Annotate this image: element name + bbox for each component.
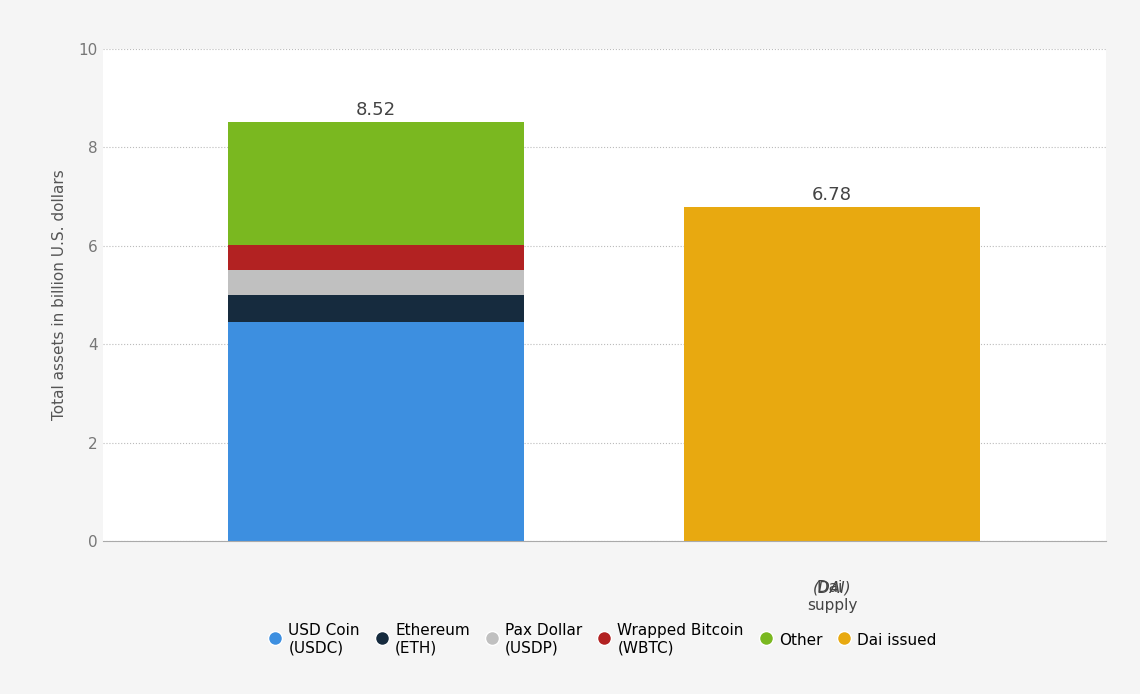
Bar xyxy=(228,245,524,271)
Y-axis label: Total assets in billion U.S. dollars: Total assets in billion U.S. dollars xyxy=(52,169,67,421)
Text: supply: supply xyxy=(807,580,857,613)
Bar xyxy=(228,295,524,322)
Legend: USD Coin
(USDC), Ethereum
(ETH), Pax Dollar
(USDP), Wrapped Bitcoin
(WBTC), Othe: USD Coin (USDC), Ethereum (ETH), Pax Dol… xyxy=(271,623,937,655)
Text: 6.78: 6.78 xyxy=(812,186,853,204)
Bar xyxy=(228,270,524,295)
Text: Dai: Dai xyxy=(817,580,847,595)
Text: 8.52: 8.52 xyxy=(356,101,397,119)
Text: (DAI): (DAI) xyxy=(813,580,852,595)
Bar xyxy=(228,322,524,541)
Bar xyxy=(684,208,980,541)
Bar xyxy=(228,121,524,245)
